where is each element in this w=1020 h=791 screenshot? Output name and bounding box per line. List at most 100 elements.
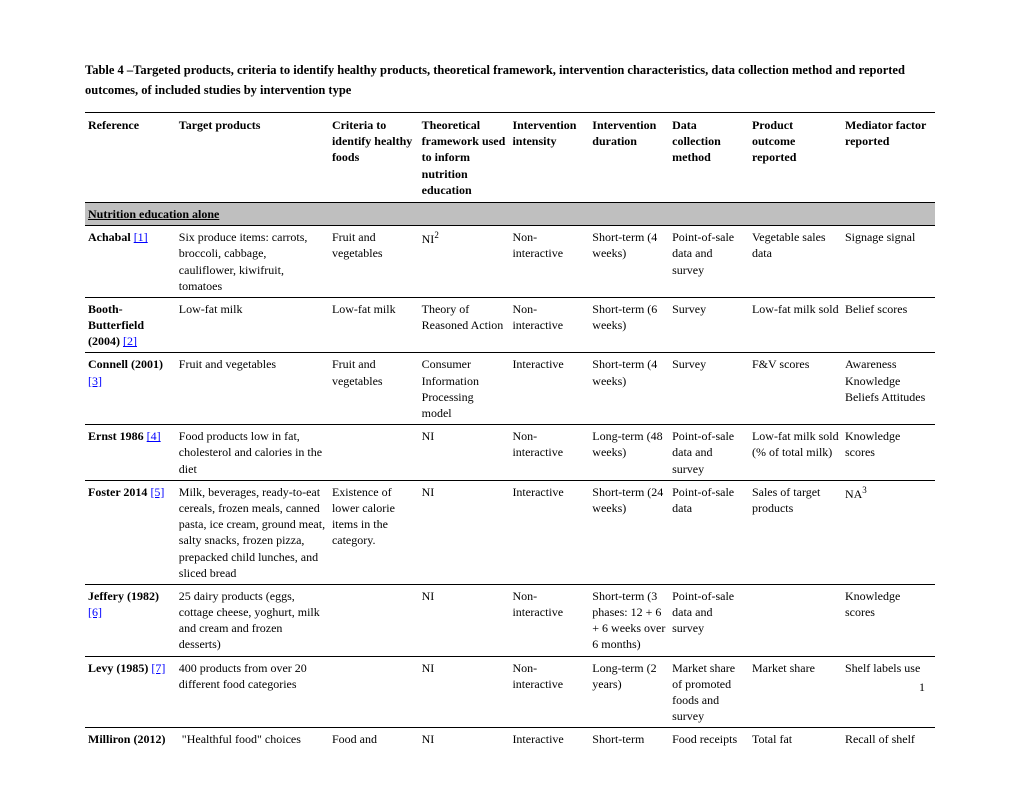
page-number: 1 (919, 680, 925, 695)
cell-collection: Survey (669, 353, 749, 425)
cell-intensity: Non-interactive (509, 425, 589, 481)
cell-collection: Survey (669, 297, 749, 353)
cell-intensity: Interactive (509, 353, 589, 425)
table-row: Jeffery (1982) [6]25 dairy products (egg… (85, 584, 935, 656)
table-row: Milliron (2012) "Healthful food" choices… (85, 728, 935, 751)
cell-duration: Long-term (48 weeks) (589, 425, 669, 481)
cell-collection: Market share of promoted foods and surve… (669, 656, 749, 728)
cell-mediator: Signage signal (842, 226, 935, 298)
cell-reference: Foster 2014 [5] (85, 480, 176, 584)
cell-mediator: Recall of shelf (842, 728, 935, 751)
cell-duration: Short-term (24 weeks) (589, 480, 669, 584)
reference-link[interactable]: [5] (150, 485, 164, 499)
cell-reference: Milliron (2012) (85, 728, 176, 751)
reference-link[interactable]: [3] (88, 374, 102, 388)
cell-mediator: Awareness Knowledge Beliefs Attitudes (842, 353, 935, 425)
cell-outcome: Market share (749, 656, 842, 728)
reference-link[interactable]: [1] (134, 230, 148, 244)
col-criteria: Criteria to identify healthy foods (329, 113, 419, 203)
main-table: Reference Target products Criteria to id… (85, 112, 935, 751)
cell-outcome: Low-fat milk sold (% of total milk) (749, 425, 842, 481)
col-mediator: Mediator factor reported (842, 113, 935, 203)
cell-intensity: Non-interactive (509, 297, 589, 353)
cell-reference: Levy (1985) [7] (85, 656, 176, 728)
table-row: Ernst 1986 [4]Food products low in fat, … (85, 425, 935, 481)
cell-intensity: Non-interactive (509, 656, 589, 728)
table-row: Foster 2014 [5]Milk, beverages, ready-to… (85, 480, 935, 584)
cell-framework: NI (419, 584, 510, 656)
cell-framework: Consumer Information Processing model (419, 353, 510, 425)
col-duration: Intervention duration (589, 113, 669, 203)
reference-link[interactable]: [4] (147, 429, 161, 443)
cell-collection: Point-of-sale data and survey (669, 226, 749, 298)
cell-mediator: Knowledge scores (842, 425, 935, 481)
cell-reference: Ernst 1986 [4] (85, 425, 176, 481)
cell-target: 400 products from over 20 different food… (176, 656, 329, 728)
col-reference: Reference (85, 113, 176, 203)
cell-target: 25 dairy products (eggs, cottage cheese,… (176, 584, 329, 656)
cell-outcome: Sales of target products (749, 480, 842, 584)
cell-collection: Point-of-sale data and survey (669, 425, 749, 481)
col-target: Target products (176, 113, 329, 203)
cell-intensity: Non-interactive (509, 226, 589, 298)
table-row: Achabal [1]Six produce items: carrots, b… (85, 226, 935, 298)
cell-framework: Theory of Reasoned Action (419, 297, 510, 353)
col-collection: Data collection method (669, 113, 749, 203)
table-title: Table 4 –Targeted products, criteria to … (85, 60, 935, 100)
col-framework: Theoretical framework used to inform nut… (419, 113, 510, 203)
cell-criteria (329, 656, 419, 728)
cell-target: Six produce items: carrots, broccoli, ca… (176, 226, 329, 298)
cell-reference: Booth-Butterfield (2004) [2] (85, 297, 176, 353)
table-row: Connell (2001) [3]Fruit and vegetablesFr… (85, 353, 935, 425)
cell-target: Fruit and vegetables (176, 353, 329, 425)
cell-framework: NI (419, 480, 510, 584)
col-intensity: Intervention intensity (509, 113, 589, 203)
cell-framework: NI (419, 728, 510, 751)
table-row: Levy (1985) [7]400 products from over 20… (85, 656, 935, 728)
reference-link[interactable]: [6] (88, 605, 102, 619)
cell-duration: Short-term (3 phases: 12 + 6 + 6 weeks o… (589, 584, 669, 656)
cell-criteria (329, 425, 419, 481)
cell-duration: Short-term (4 weeks) (589, 226, 669, 298)
cell-framework: NI2 (419, 226, 510, 298)
cell-mediator: Knowledge scores (842, 584, 935, 656)
cell-mediator: Belief scores (842, 297, 935, 353)
section-row: Nutrition education alone (85, 202, 935, 225)
cell-target: Milk, beverages, ready-to-eat cereals, f… (176, 480, 329, 584)
cell-reference: Connell (2001) [3] (85, 353, 176, 425)
cell-duration: Short-term (6 weeks) (589, 297, 669, 353)
cell-criteria: Fruit and vegetables (329, 353, 419, 425)
reference-link[interactable]: [7] (151, 661, 165, 675)
cell-target: Low-fat milk (176, 297, 329, 353)
cell-criteria: Food and (329, 728, 419, 751)
cell-criteria: Low-fat milk (329, 297, 419, 353)
cell-target: Food products low in fat, cholesterol an… (176, 425, 329, 481)
reference-link[interactable]: [2] (123, 334, 137, 348)
cell-collection: Food receipts (669, 728, 749, 751)
cell-collection: Point-of-sale data (669, 480, 749, 584)
section-label: Nutrition education alone (85, 202, 935, 225)
cell-outcome: Low-fat milk sold (749, 297, 842, 353)
cell-outcome: Total fat (749, 728, 842, 751)
cell-intensity: Interactive (509, 728, 589, 751)
cell-duration: Short-term (4 weeks) (589, 353, 669, 425)
cell-criteria (329, 584, 419, 656)
cell-duration: Long-term (2 years) (589, 656, 669, 728)
cell-reference: Jeffery (1982) [6] (85, 584, 176, 656)
cell-reference: Achabal [1] (85, 226, 176, 298)
cell-mediator: NA3 (842, 480, 935, 584)
cell-outcome: Vegetable sales data (749, 226, 842, 298)
header-row: Reference Target products Criteria to id… (85, 113, 935, 203)
cell-criteria: Fruit and vegetables (329, 226, 419, 298)
cell-outcome (749, 584, 842, 656)
cell-criteria: Existence of lower calorie items in the … (329, 480, 419, 584)
cell-collection: Point-of-sale data and survey (669, 584, 749, 656)
cell-target: "Healthful food" choices (176, 728, 329, 751)
cell-duration: Short-term (589, 728, 669, 751)
cell-outcome: F&V scores (749, 353, 842, 425)
cell-intensity: Non-interactive (509, 584, 589, 656)
cell-framework: NI (419, 425, 510, 481)
cell-framework: NI (419, 656, 510, 728)
cell-intensity: Interactive (509, 480, 589, 584)
table-row: Booth-Butterfield (2004) [2]Low-fat milk… (85, 297, 935, 353)
